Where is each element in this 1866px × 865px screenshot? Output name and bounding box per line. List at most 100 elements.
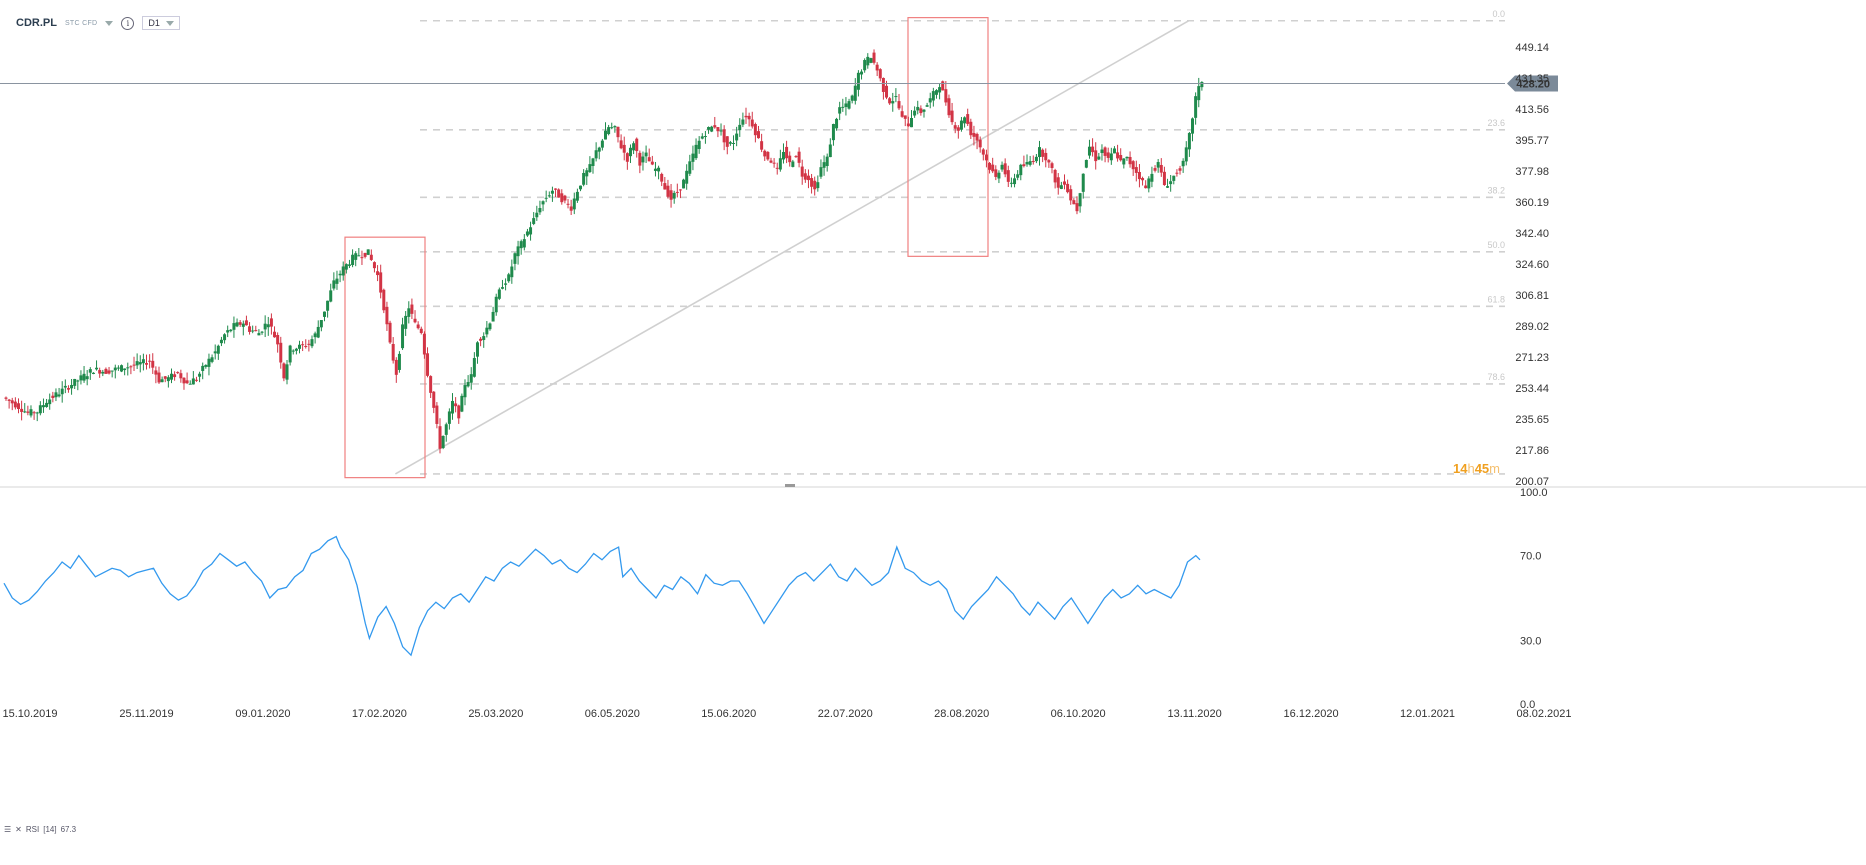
candle-down — [803, 173, 807, 180]
candle-down — [1041, 149, 1045, 157]
candle-down — [806, 175, 810, 181]
candle-up — [357, 255, 361, 257]
candle-up — [257, 333, 261, 336]
candle-down — [969, 121, 973, 136]
candle-up — [863, 60, 867, 71]
price-axis-tick: 217.86 — [1515, 445, 1549, 457]
candle-down — [919, 108, 923, 114]
candle-up — [1009, 182, 1013, 184]
candle-up — [1013, 178, 1017, 185]
candle-up — [322, 311, 326, 317]
candle-down — [419, 328, 423, 334]
candle-up — [741, 119, 745, 125]
candle-up — [45, 402, 49, 407]
candle-up — [1016, 174, 1020, 178]
candle-down — [966, 114, 970, 124]
time-axis-tick: 17.02.2020 — [352, 708, 407, 720]
candle-down — [1141, 178, 1145, 181]
candle-up — [735, 133, 739, 141]
candle-down — [794, 156, 798, 158]
candle-down — [176, 372, 180, 374]
candle-up — [591, 158, 595, 167]
candle-up — [38, 405, 42, 414]
candle-up — [73, 378, 77, 386]
candle-down — [1131, 161, 1135, 170]
candle-up — [198, 373, 202, 377]
candle-down — [981, 149, 985, 155]
candle-up — [1000, 164, 1004, 170]
candle-up — [585, 170, 589, 177]
candle-up — [925, 105, 929, 107]
candle-down — [1134, 167, 1138, 173]
candle-up — [95, 367, 99, 370]
candle-up — [738, 124, 742, 131]
candle-up — [838, 107, 842, 114]
time-axis-tick: 22.07.2020 — [818, 708, 873, 720]
rsi-close-icon[interactable]: ✕ — [15, 825, 22, 834]
candle-down — [678, 189, 682, 191]
candle-up — [285, 364, 289, 380]
instrument-dropdown-icon[interactable] — [105, 20, 114, 26]
candle-up — [319, 319, 323, 328]
candle-up — [120, 365, 124, 372]
fib-level-label: 61.8 — [1487, 294, 1505, 304]
candle-up — [91, 372, 95, 375]
candle-down — [625, 153, 629, 162]
candle-up — [1109, 153, 1113, 161]
candle-up — [1184, 147, 1188, 162]
candle-down — [66, 388, 70, 390]
candle-down — [269, 318, 273, 327]
candle-up — [732, 142, 736, 144]
candle-up — [959, 120, 963, 130]
candle-up — [922, 109, 926, 112]
candle-up — [482, 336, 486, 341]
candle-up — [1156, 162, 1160, 168]
candle-up — [235, 322, 239, 327]
trend-line — [394, 20, 1190, 475]
candle-up — [594, 150, 598, 159]
candle-up — [707, 127, 711, 130]
candle-down — [173, 374, 177, 378]
candle-down — [244, 320, 248, 326]
candle-down — [785, 146, 789, 159]
candle-up — [63, 385, 67, 388]
candle-up — [1172, 175, 1176, 181]
candle-down — [660, 173, 664, 182]
pane-resize-handle — [785, 484, 795, 487]
candle-down — [1066, 183, 1070, 193]
candle-up — [791, 161, 795, 167]
candle-up — [1194, 96, 1198, 118]
countdown-part: 14 — [1453, 461, 1468, 476]
time-axis-tick: 25.03.2020 — [468, 708, 523, 720]
candle-up — [869, 58, 873, 63]
candle-up — [397, 353, 401, 370]
rsi-legend-params: [14] — [43, 825, 57, 834]
candle-up — [466, 382, 470, 387]
candle-down — [104, 368, 108, 374]
candle-up — [831, 124, 835, 141]
candle-down — [769, 160, 773, 163]
candle-up — [710, 126, 714, 132]
candle-down — [1072, 200, 1076, 205]
candle-down — [975, 133, 979, 141]
candle-up — [223, 334, 227, 341]
time-axis-tick: 08.02.2021 — [1516, 708, 1571, 720]
candle-up — [266, 324, 270, 328]
candle-down — [1053, 169, 1057, 183]
candle-up — [1097, 156, 1101, 160]
countdown-part: 45 — [1475, 461, 1489, 476]
candle-down — [953, 125, 957, 129]
candle-up — [347, 264, 351, 266]
candle-up — [60, 388, 64, 395]
candle-up — [260, 331, 264, 333]
rsi-settings-icon[interactable]: ☰ — [4, 825, 12, 834]
candle-down — [875, 64, 879, 71]
candle-down — [388, 322, 392, 343]
time-axis-tick: 25.11.2019 — [119, 708, 173, 720]
info-icon[interactable]: i — [121, 16, 135, 30]
timeframe-select[interactable]: D1 — [142, 16, 180, 30]
candle-down — [1006, 170, 1010, 182]
symbol-label[interactable]: CDR.PL — [16, 17, 57, 29]
last-price-tag — [1507, 75, 1558, 92]
